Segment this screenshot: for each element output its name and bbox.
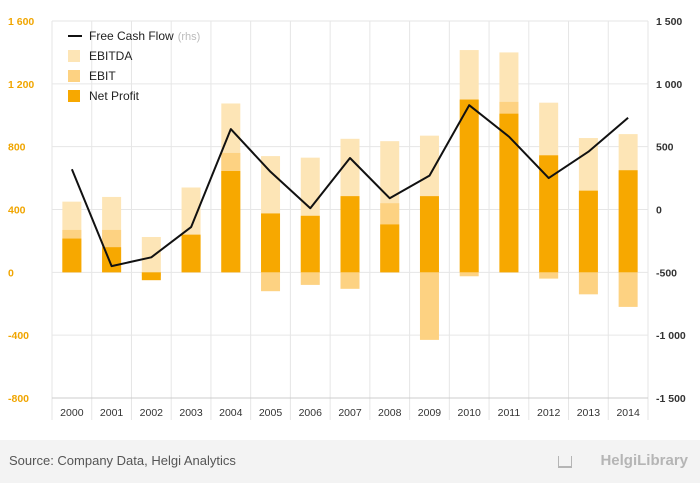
y-right-tick-label: 1 500: [656, 16, 682, 28]
net-profit-bar: [459, 99, 479, 273]
x-tick-label: 2006: [299, 407, 323, 419]
ebit-bar: [618, 272, 638, 307]
net-profit-bar: [62, 238, 82, 273]
net-profit-bar: [380, 224, 400, 273]
y-right-tick-label: 500: [656, 142, 674, 154]
x-tick-label: 2004: [219, 407, 243, 419]
x-tick-label: 2005: [259, 407, 283, 419]
free-cash-flow-line: [70, 104, 629, 268]
y-right-tick-label: -1 500: [656, 393, 686, 405]
gridlines: [51, 20, 649, 420]
x-tick-label: 2012: [537, 407, 561, 419]
net-profit-bar: [499, 113, 519, 273]
net-profit-bar: [340, 196, 360, 273]
legend-swatch: [68, 50, 80, 62]
legend-label: Free Cash Flow (rhs): [89, 29, 200, 43]
y-left-tick-label: 800: [8, 142, 26, 154]
legend-swatch: [68, 90, 80, 102]
legend: Free Cash Flow (rhs) EBITDA EBIT Net Profit: [68, 29, 200, 103]
y-left-tick-label: 400: [8, 205, 26, 217]
y-left-tick-label: 0: [8, 267, 14, 279]
chart: 1 600 1 200 800 400 0 -400 -800 1 500 1 000 500 0 -…: [8, 16, 686, 420]
y-left-tick-label: -800: [8, 393, 29, 405]
free-cash-flow-series: [70, 104, 629, 268]
legend-label: Net Profit: [89, 89, 140, 103]
bars: [62, 50, 638, 340]
ebit-bar: [419, 272, 439, 340]
brand-logo: HelgiLibrary: [600, 452, 688, 469]
ebit-bar: [340, 272, 360, 289]
net-profit-bar: [578, 190, 598, 273]
x-tick-label: 2003: [179, 407, 203, 419]
x-tick-label: 2010: [458, 407, 482, 419]
ebit-bar: [459, 272, 479, 277]
source-text: Source: Company Data, Helgi Analytics: [9, 453, 236, 468]
ebitda-bar: [141, 236, 161, 273]
axes: 1 600 1 200 800 400 0 -400 -800 1 500 1 000 500 0 -…: [8, 16, 686, 419]
y-right-tick-label: 1 000: [656, 79, 682, 91]
y-left-tick-label: 1 600: [8, 16, 34, 28]
legend-label: EBIT: [89, 69, 116, 83]
x-tick-label: 2008: [378, 407, 402, 419]
library-icon: [558, 456, 572, 468]
legend-swatch: [68, 70, 80, 82]
ebit-bar: [539, 272, 559, 279]
y-right-tick-label: -1 000: [656, 330, 686, 342]
y-left-tick-label: 1 200: [8, 79, 34, 91]
legend-suffix: (rhs): [178, 31, 201, 43]
y-right-tick-label: 0: [656, 205, 662, 217]
net-profit-bar: [539, 155, 559, 273]
footer: Source: Company Data, Helgi Analytics He…: [0, 440, 700, 483]
ebit-bar: [300, 272, 320, 285]
net-profit-bar: [419, 196, 439, 273]
x-tick-label: 2002: [140, 407, 164, 419]
x-tick-label: 2009: [418, 407, 442, 419]
net-profit-bar: [221, 171, 241, 273]
y-left-tick-label: -400: [8, 330, 29, 342]
x-tick-label: 2014: [616, 407, 640, 419]
net-profit-bar: [618, 170, 638, 273]
x-tick-label: 2001: [100, 407, 124, 419]
x-tick-label: 2011: [498, 407, 521, 419]
ebit-bar: [578, 272, 598, 295]
ebit-bar: [261, 272, 281, 292]
net-profit-bar: [300, 215, 320, 273]
net-profit-bar: [141, 272, 161, 281]
x-tick-label: 2000: [60, 407, 84, 419]
net-profit-bar: [261, 213, 281, 273]
legend-label: EBITDA: [89, 49, 132, 63]
x-tick-label: 2013: [577, 407, 601, 419]
y-right-tick-label: -500: [656, 267, 677, 279]
net-profit-bar: [181, 234, 201, 273]
x-tick-label: 2007: [338, 407, 362, 419]
